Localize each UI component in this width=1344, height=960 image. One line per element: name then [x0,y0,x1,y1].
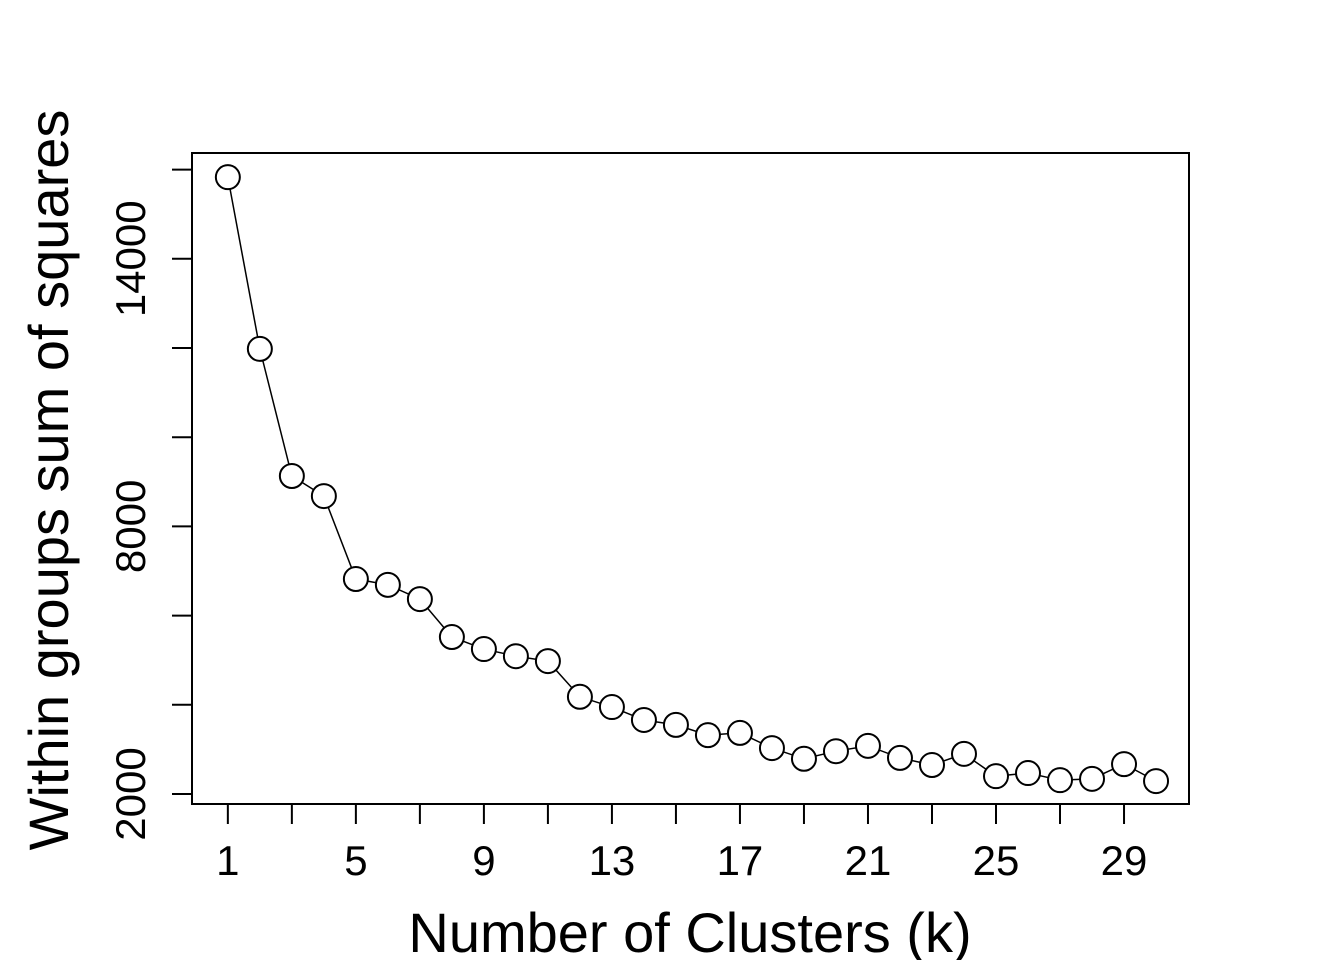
point [374,571,401,598]
x-tick-label: 9 [472,837,495,884]
x-tick-label: 13 [589,837,636,884]
point [1111,751,1138,778]
point [214,164,241,191]
point [918,752,945,779]
point [790,745,817,772]
x-tick-label: 1 [216,837,239,884]
point [438,624,465,651]
point [726,719,753,746]
point [630,706,657,733]
x-tick-label: 25 [973,837,1020,884]
y-tick-label: 2000 [107,747,154,840]
point [246,335,273,362]
point [854,732,881,759]
point [1015,760,1042,787]
plot-frame [191,152,1190,805]
point [886,744,913,771]
point [598,694,625,721]
point [694,722,721,749]
point [534,648,561,675]
point [278,463,305,490]
x-tick-label: 17 [717,837,764,884]
point [822,738,849,765]
point [983,763,1010,790]
point [406,586,433,613]
y-axis-title: Within groups sum of squares [17,110,80,851]
point [950,740,977,767]
x-tick-label: 29 [1101,837,1148,884]
point [566,683,593,710]
point [310,483,337,510]
point [470,636,497,663]
point [342,566,369,593]
series-line [227,177,1157,782]
point [1143,768,1170,795]
y-tick-label: 14000 [107,200,154,317]
x-axis-title: Number of Clusters (k) [408,901,971,960]
point [1079,765,1106,792]
y-tick-label: 8000 [107,480,154,573]
x-tick-label: 5 [344,837,367,884]
point [662,711,689,738]
point [758,735,785,762]
point [1047,767,1074,794]
x-tick-label: 21 [845,837,892,884]
point [502,643,529,670]
